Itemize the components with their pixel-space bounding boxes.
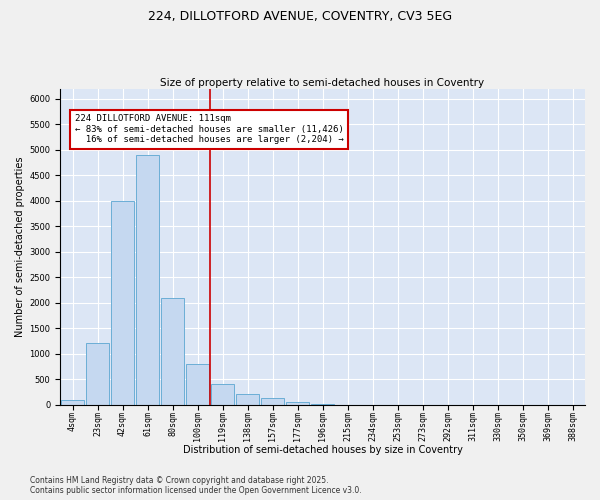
Bar	[236, 394, 259, 404]
Text: 224 DILLOTFORD AVENUE: 111sqm
← 83% of semi-detached houses are smaller (11,426): 224 DILLOTFORD AVENUE: 111sqm ← 83% of s…	[74, 114, 343, 144]
Y-axis label: Number of semi-detached properties: Number of semi-detached properties	[15, 156, 25, 337]
Bar	[86, 344, 109, 404]
Bar	[61, 400, 84, 404]
Bar	[161, 298, 184, 405]
Text: 224, DILLOTFORD AVENUE, COVENTRY, CV3 5EG: 224, DILLOTFORD AVENUE, COVENTRY, CV3 5E…	[148, 10, 452, 23]
X-axis label: Distribution of semi-detached houses by size in Coventry: Distribution of semi-detached houses by …	[182, 445, 463, 455]
Bar	[211, 384, 234, 404]
Bar	[136, 155, 159, 404]
Bar	[261, 398, 284, 404]
Text: Contains HM Land Registry data © Crown copyright and database right 2025.
Contai: Contains HM Land Registry data © Crown c…	[30, 476, 362, 495]
Bar	[186, 364, 209, 405]
Bar	[286, 402, 309, 404]
Title: Size of property relative to semi-detached houses in Coventry: Size of property relative to semi-detach…	[160, 78, 485, 88]
Bar	[111, 201, 134, 404]
